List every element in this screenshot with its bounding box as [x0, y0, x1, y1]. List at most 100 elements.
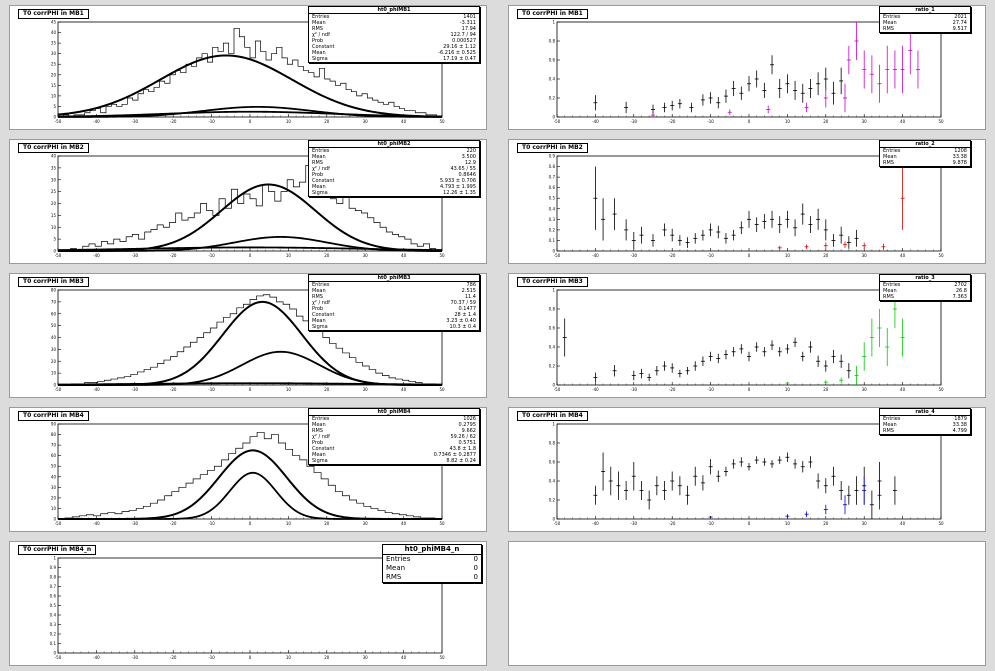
y-tick-label: 5 — [53, 104, 56, 109]
data-point — [716, 470, 721, 482]
x-tick-label: 0 — [249, 521, 252, 526]
stats-key: RMS — [312, 160, 323, 166]
x-tick-label: 50 — [938, 253, 944, 258]
pad-title: T0 corrPHI in MB1 — [18, 9, 89, 19]
x-tick-label: 0 — [249, 253, 252, 258]
y-tick-label: 0.4 — [549, 345, 556, 350]
data-point — [892, 50, 897, 89]
y-tick-label: 0.6 — [549, 185, 556, 190]
stats-value: 220 — [466, 148, 476, 154]
data-point — [869, 490, 874, 519]
stats-value: -3.311 — [459, 20, 476, 26]
y-tick-label: 60 — [51, 311, 57, 316]
data-point — [877, 64, 882, 103]
stats-title: ht0_phiMB1 — [309, 7, 479, 14]
stats-row: Mean 27.74 — [880, 20, 970, 26]
hist-bin — [243, 443, 250, 519]
stats-row: RMS 12.9 — [309, 160, 479, 166]
data-point — [601, 452, 606, 491]
data-point — [723, 349, 728, 360]
stats-box: ht0_phiMB2 Entries 220 Mean 3.500 RMS 12.9 χ² /… — [308, 140, 480, 197]
data-point — [800, 203, 805, 225]
stats-key: Prob — [312, 306, 324, 312]
stats-box: ht0_phiMB4_n Entries 0 Mean 0 RMS 0 — [382, 544, 482, 583]
hist-bin — [186, 483, 193, 519]
hist-bin — [244, 194, 250, 251]
y-tick-label: 0 — [53, 249, 56, 254]
hist-bin — [278, 443, 285, 519]
x-tick-label: -50 — [55, 253, 62, 258]
y-tick-label: 20 — [51, 201, 57, 206]
hist-bin — [237, 308, 244, 385]
data-point — [862, 342, 867, 371]
histogram-outline — [58, 27, 442, 118]
pad-mb4n-left: -50 -40 -30 -20 -10 0 10 20 30 40 50 0 0.1 0.2 0.3 0.4 0… — [9, 541, 487, 666]
data-point — [831, 234, 836, 247]
x-tick-label: 0 — [748, 253, 751, 258]
stats-key: χ² / ndf — [312, 166, 330, 172]
stats-title: ht0_phiMB3 — [309, 275, 479, 282]
hist-bin — [234, 28, 239, 117]
x-tick-label: 30 — [363, 655, 369, 660]
y-tick-label: 0.8 — [549, 39, 556, 44]
x-tick-label: 0 — [249, 119, 252, 124]
y-tick-label: 0.9 — [549, 154, 556, 159]
y-tick-label: 0.1 — [50, 641, 57, 646]
data-point — [754, 342, 759, 352]
stats-row: Sigma 8.82 ± 0.24 — [309, 458, 479, 464]
hist-bin — [165, 83, 170, 117]
stats-row: Prob 0.5751 — [309, 440, 479, 446]
y-tick-label: 50 — [51, 323, 57, 328]
x-tick-label: 20 — [324, 655, 330, 660]
stats-key: Mean — [312, 20, 326, 26]
data-point — [846, 236, 851, 249]
hist-bin — [122, 512, 129, 519]
stats-key: Constant — [312, 446, 335, 452]
x-tick-label: -30 — [132, 521, 139, 526]
data-point — [677, 235, 682, 246]
hist-bin — [350, 500, 357, 519]
y-tick-label: 30 — [51, 51, 57, 56]
y-tick-label: 0.8 — [549, 307, 556, 312]
plot-area: -50 -40 -30 -20 -10 0 10 20 30 40 50 0 0.2 0.4 0.6 0.8 1 — [549, 288, 944, 393]
y-tick-label: 10 — [51, 371, 57, 376]
y-tick-label: 45 — [51, 20, 57, 25]
x-tick-label: 40 — [401, 521, 407, 526]
data-point — [785, 210, 790, 228]
hist-bin — [349, 358, 356, 385]
data-point — [839, 481, 844, 500]
stats-value: 0.8646 — [458, 172, 477, 178]
data-point — [823, 360, 828, 372]
frame — [556, 21, 942, 118]
stats-row: RMS 17.94 — [309, 26, 479, 32]
y-tick-label: 0 — [53, 651, 56, 656]
data-point — [785, 382, 790, 385]
stats-row: RMS 9.662 — [309, 428, 479, 434]
stats-key: RMS — [312, 26, 323, 32]
y-tick-label: 0.2 — [50, 632, 57, 637]
stats-value: 17.19 ± 0.47 — [443, 56, 476, 62]
stats-key: Mean — [312, 154, 326, 160]
pad-title: T0 corrPHI in MB4_n — [18, 545, 97, 555]
stats-row: Entries 0 — [383, 555, 481, 564]
data-point — [624, 101, 629, 114]
x-tick-label: -10 — [208, 387, 215, 392]
stats-value: 3.23 ± 0.40 — [446, 318, 476, 324]
hist-bin — [179, 487, 186, 519]
pad-title: T0 corrPHI in MB4 — [18, 411, 89, 421]
data-point — [808, 216, 813, 234]
stats-key: Entries — [883, 14, 901, 20]
hist-bin — [186, 64, 191, 117]
stats-value: 0 — [473, 564, 478, 572]
stats-row: Entries 1401 — [309, 14, 479, 20]
stats-box: ratio_4 Entries 1879 Mean 33.38 RMS 4.799 — [879, 408, 971, 435]
y-tick-label: 80 — [51, 288, 57, 293]
data-point — [808, 341, 813, 353]
data-point — [662, 481, 667, 500]
x-tick-label: -50 — [55, 119, 62, 124]
hist-bin — [250, 58, 255, 117]
data-point — [593, 95, 598, 111]
stats-value: 0.5751 — [458, 440, 477, 446]
data-point — [593, 166, 598, 230]
y-tick-label: 35 — [51, 41, 57, 46]
